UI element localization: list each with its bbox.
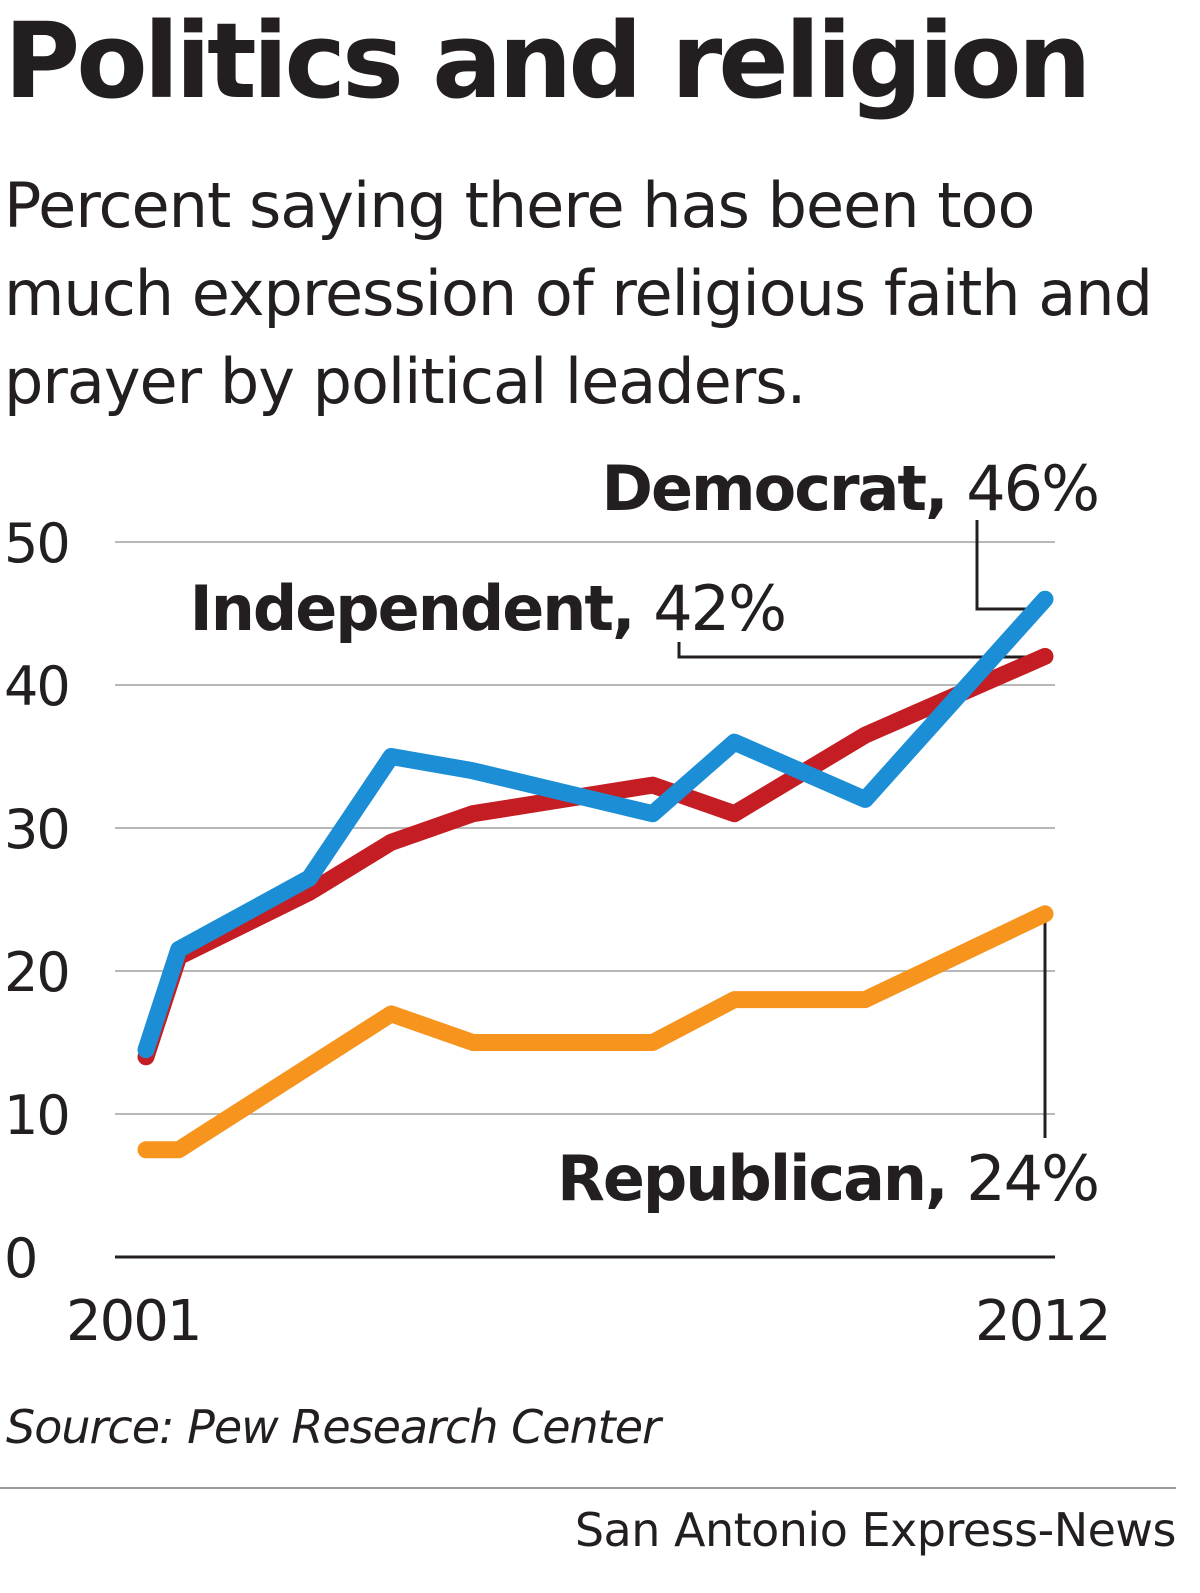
label-leader-lines (677, 520, 1047, 1138)
gridlines (115, 541, 1055, 1259)
source-note: Source: Pew Research Center (6, 1400, 661, 1454)
series-label-name-independent: Independent, (190, 572, 654, 645)
series-lines (137, 590, 1054, 1159)
leader-line-democrat (975, 520, 1045, 611)
series-label-republican: Republican, 24% (557, 1142, 1098, 1215)
publisher-credit: San Antonio Express-News (574, 1503, 1177, 1557)
series-label-value-republican: 24% (966, 1142, 1098, 1215)
series-label-democrat: Democrat, 46% (602, 452, 1098, 525)
line-chart: 0 10 20 30 40 50 2001 2012 Independent, 42% Dem… (4, 452, 1112, 1354)
x-tick-label-2012: 2012 (975, 1289, 1110, 1354)
x-tick-label-2001: 2001 (66, 1289, 201, 1354)
series-label-name-republican: Republican, (557, 1142, 966, 1215)
series-line-independent (137, 647, 1054, 1066)
chart-title: Politics and religion (4, 0, 1092, 122)
series-label-name-democrat: Democrat, (602, 452, 967, 525)
y-tick-label-50: 50 (4, 512, 69, 575)
series-label-value-independent: 42% (653, 572, 785, 645)
y-tick-label-10: 10 (4, 1084, 69, 1147)
x-axis-ticks: 2001 2012 (66, 1289, 1112, 1354)
y-tick-label-40: 40 (4, 655, 69, 718)
y-tick-label-0: 0 (4, 1227, 36, 1290)
series-label-independent: Independent, 42% (190, 572, 785, 645)
y-tick-label-20: 20 (4, 941, 69, 1004)
y-axis-ticks: 0 10 20 30 40 50 (4, 512, 71, 1290)
y-tick-label-30: 30 (4, 798, 69, 861)
series-line-republican (137, 905, 1054, 1159)
chart-subtitle: Percent saying there has been too much e… (4, 169, 1153, 418)
leader-line-independent (677, 642, 1045, 659)
series-line-democrat (137, 590, 1054, 1059)
series-labels: Independent, 42% Democrat, 46% Republican,… (190, 452, 1100, 1215)
series-label-value-democrat: 46% (966, 452, 1098, 525)
footer-divider (0, 1487, 1176, 1489)
